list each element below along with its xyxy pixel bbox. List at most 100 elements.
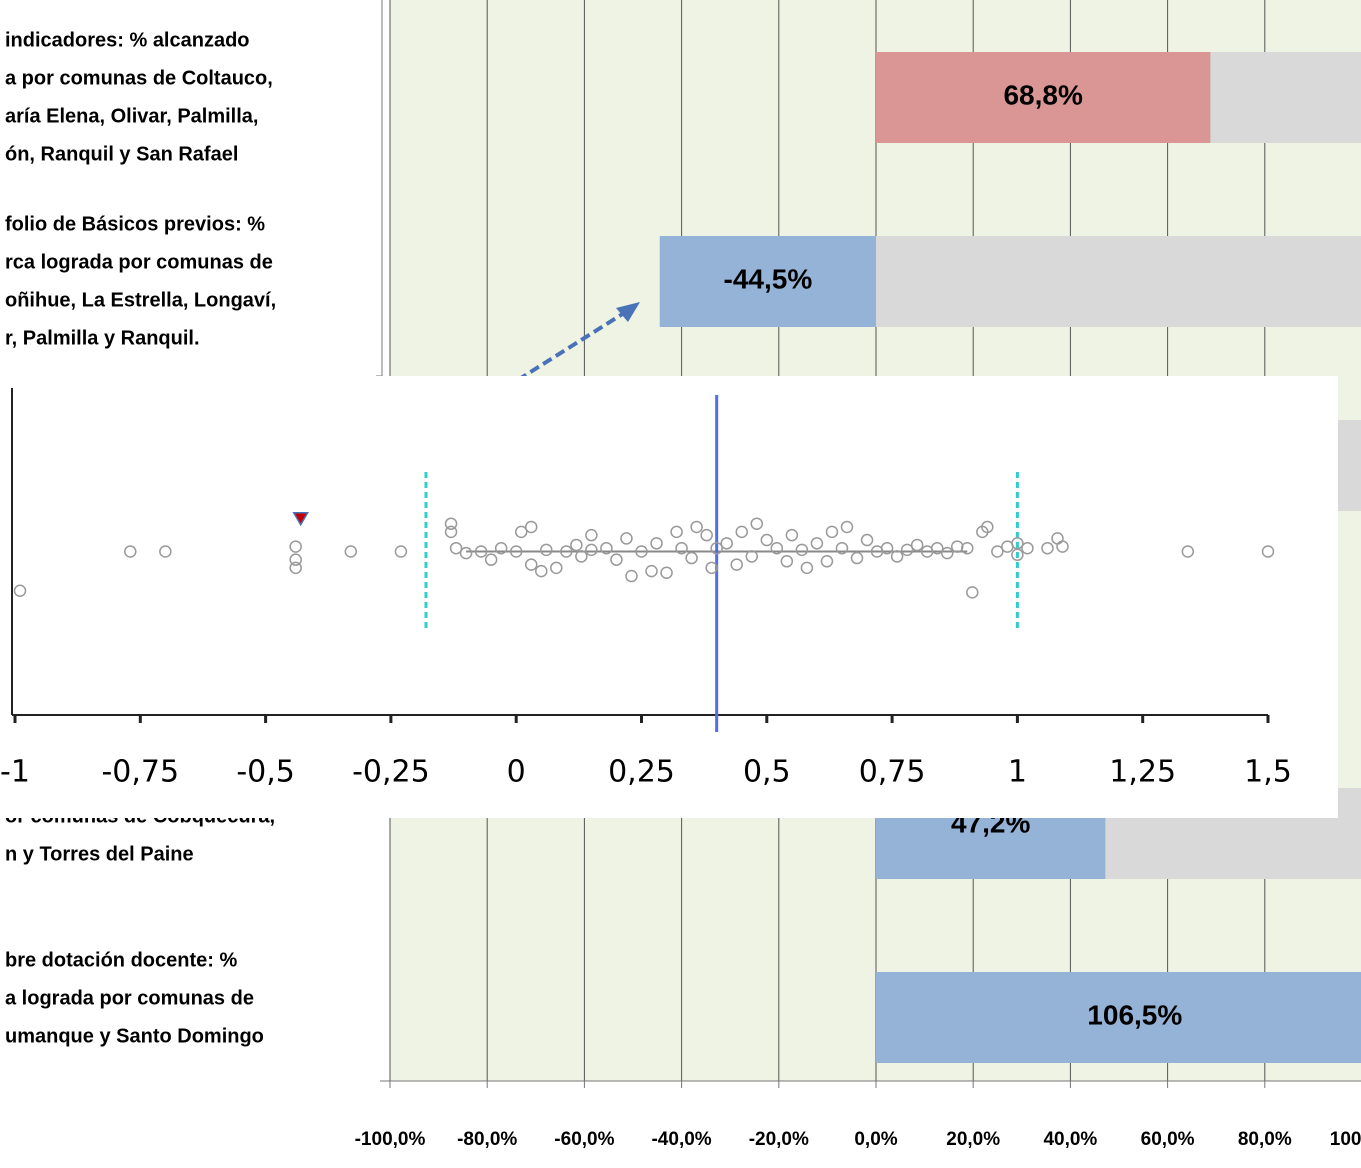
point (344, 545, 358, 558)
point (509, 545, 523, 558)
x-tick-label: -80,0% (457, 1129, 517, 1150)
bar (876, 236, 1361, 327)
point (524, 520, 538, 534)
x-tick-label: 0,25 (608, 755, 675, 790)
point (540, 543, 553, 557)
point (910, 538, 924, 552)
point (474, 545, 488, 558)
point (690, 520, 703, 534)
point (900, 543, 914, 557)
x-tick-label: 1 (1008, 755, 1027, 790)
highlight-point (292, 512, 309, 527)
bar (876, 52, 1211, 143)
point (940, 546, 954, 560)
x-tick-label: 0,75 (859, 755, 926, 790)
point (850, 551, 864, 565)
point (660, 566, 673, 580)
point (289, 561, 302, 575)
category-label: ón, Ranquil y San Rafael (5, 143, 238, 165)
point (770, 541, 784, 555)
inset-background (0, 376, 1338, 818)
point (670, 525, 683, 539)
point (13, 584, 27, 597)
point (675, 541, 688, 555)
point (289, 553, 302, 566)
category-label: a lograda por comunas de (5, 987, 254, 1009)
x-tick-label: 1,5 (1244, 755, 1292, 790)
x-tick-label: 0,5 (743, 755, 791, 790)
point (449, 541, 463, 555)
point (760, 533, 774, 547)
point (840, 520, 854, 534)
point (700, 528, 713, 542)
point (645, 564, 658, 578)
point (961, 541, 974, 555)
point (860, 533, 874, 547)
category-label: oñihue, La Estrella, Longaví, (5, 289, 276, 311)
point (750, 517, 764, 530)
point (610, 553, 623, 566)
point (575, 550, 588, 563)
point (444, 517, 458, 530)
point (560, 545, 573, 558)
x-tick-label: 60,0% (1141, 1129, 1195, 1150)
x-tick-label: 0,0% (854, 1129, 897, 1150)
point (710, 541, 723, 555)
point (1181, 545, 1195, 558)
category-label: a por comunas de Coltauco, (5, 67, 273, 89)
x-tick-label: 100,0% (1330, 1129, 1361, 1150)
point (585, 528, 598, 542)
x-tick-label: -0,75 (101, 755, 179, 790)
category-label: aría Elena, Olivar, Palmilla, (5, 105, 258, 127)
data-label: 106,5% (1087, 999, 1182, 1030)
point (570, 538, 583, 552)
point (810, 537, 824, 550)
point (124, 545, 137, 558)
category-label: umanque y Santo Domingo (5, 1025, 264, 1047)
x-tick-label: -60,0% (554, 1129, 614, 1150)
point (966, 586, 979, 599)
point (289, 540, 302, 553)
x-tick-label: -1 (0, 755, 30, 790)
bar (876, 972, 1361, 1063)
point (585, 543, 598, 557)
x-tick-label: -100,0% (355, 1129, 426, 1150)
point (600, 541, 613, 555)
point (159, 545, 172, 558)
point (930, 541, 944, 555)
data-label: 68,8% (1003, 79, 1082, 110)
category-label: indicadores: % alcanzado (5, 29, 250, 51)
point (735, 525, 748, 539)
point (459, 546, 473, 560)
x-tick-label: 20,0% (946, 1129, 1000, 1150)
point (635, 545, 648, 558)
x-tick-label: -0,5 (236, 755, 295, 790)
point (685, 551, 698, 565)
point (981, 520, 994, 534)
point (535, 564, 548, 578)
point (650, 537, 663, 550)
point (880, 541, 894, 555)
point (625, 569, 638, 583)
point (1056, 540, 1069, 553)
point (705, 561, 718, 575)
point (820, 555, 834, 568)
x-tick-label: -40,0% (651, 1129, 711, 1150)
point (780, 555, 794, 568)
point (394, 545, 408, 558)
bar (659, 236, 876, 327)
category-label: bre dotación docente: % (5, 949, 237, 971)
point (825, 525, 839, 539)
point (444, 525, 458, 539)
point (991, 545, 1004, 558)
point (835, 541, 849, 555)
point (620, 532, 633, 545)
point (524, 558, 538, 571)
data-label: -44,5% (724, 263, 813, 294)
point (720, 537, 733, 550)
point (550, 561, 563, 575)
point (890, 550, 904, 563)
point (1261, 545, 1275, 558)
scatter-chart: -1 -0,75 -0,5 -0,25 0 0,25 0,5 0,75 1 1,25 1,5 (0, 376, 1338, 818)
